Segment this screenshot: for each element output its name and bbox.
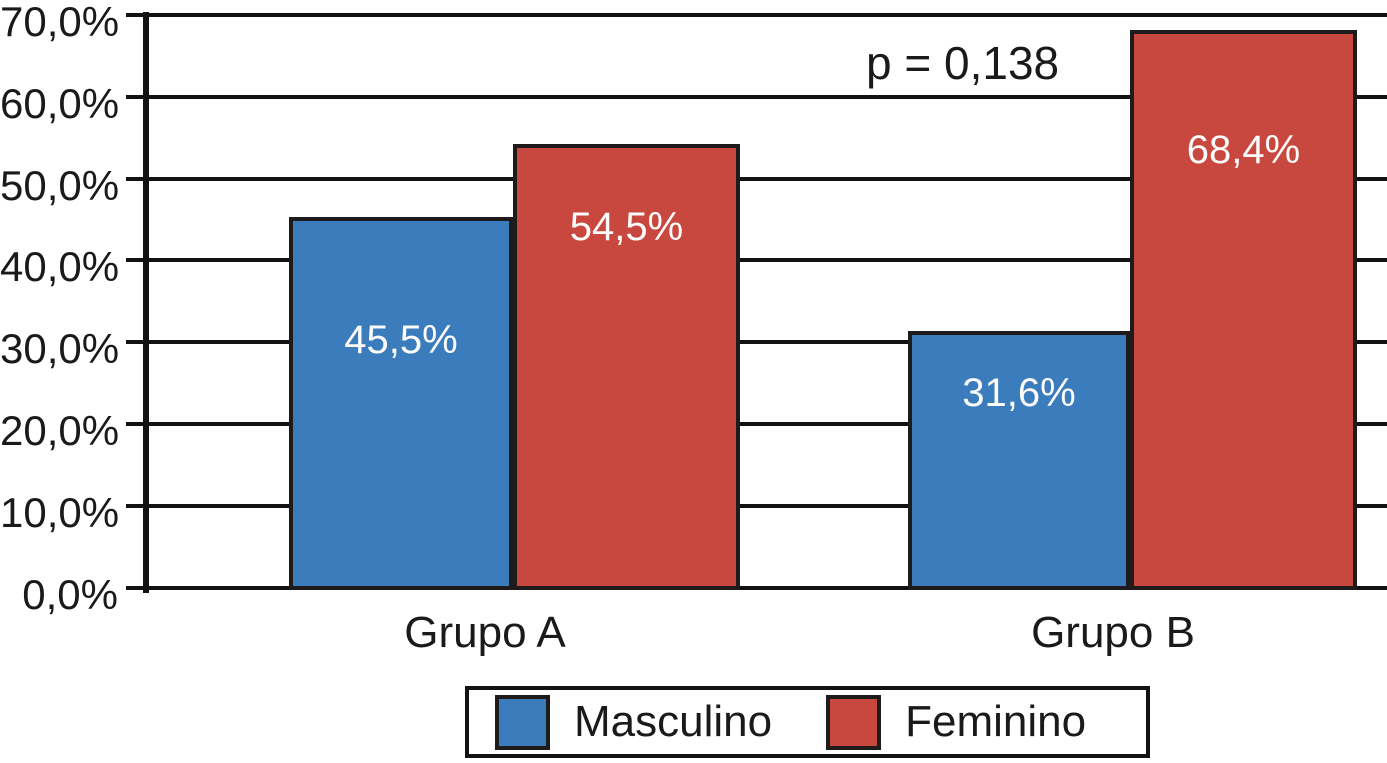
y-tick-label-70: 70,0% [0,0,120,45]
bar-masculino-grupo-a [289,217,513,590]
y-tick-label-60: 60,0% [0,79,120,127]
gridline-70 [126,12,1387,17]
bar-value-label-masculino-grupo-a: 45,5% [344,318,458,362]
y-tick-label-10: 10,0% [0,489,120,537]
legend-swatch-masculino-icon [495,694,550,750]
p-value-annotation: p = 0,138 [866,37,1060,89]
y-tick-label-30: 30,0% [0,325,120,373]
y-axis-line [143,12,149,593]
y-tick-label-20: 20,0% [0,407,120,455]
legend-entry-feminino: Feminino [826,694,1087,750]
legend-entry-masculino: Masculino [495,694,773,750]
legend-label-feminino: Feminino [905,697,1087,746]
gridline-10 [126,504,1387,509]
gridline-60 [126,94,1387,99]
legend-label-masculino: Masculino [574,697,773,746]
bar-value-label-feminino-grupo-b: 68,4% [1186,128,1301,172]
bar-feminino-grupo-a [513,144,740,590]
x-axis-label-grupo-a: Grupo A [404,608,566,657]
gridline-50 [126,176,1387,181]
gridline-40 [126,258,1387,263]
bar-feminino-grupo-b [1130,30,1357,590]
legend-swatch-feminino-icon [826,694,882,750]
x-axis-label-grupo-b: Grupo B [1031,608,1195,657]
bar-masculino-grupo-b [908,331,1130,590]
bar-value-label-feminino-grupo-a: 54,5% [569,205,684,249]
gridline-30 [126,340,1387,345]
legend: Masculino Feminino [465,686,1150,758]
gridline-20 [126,422,1387,427]
y-tick-label-40: 40,0% [0,243,120,291]
y-tick-label-0: 0,0% [22,571,118,618]
gridline-0 [126,586,1387,590]
bar-value-label-masculino-grupo-b: 31,6% [962,371,1076,415]
y-tick-label-50: 50,0% [0,161,120,209]
